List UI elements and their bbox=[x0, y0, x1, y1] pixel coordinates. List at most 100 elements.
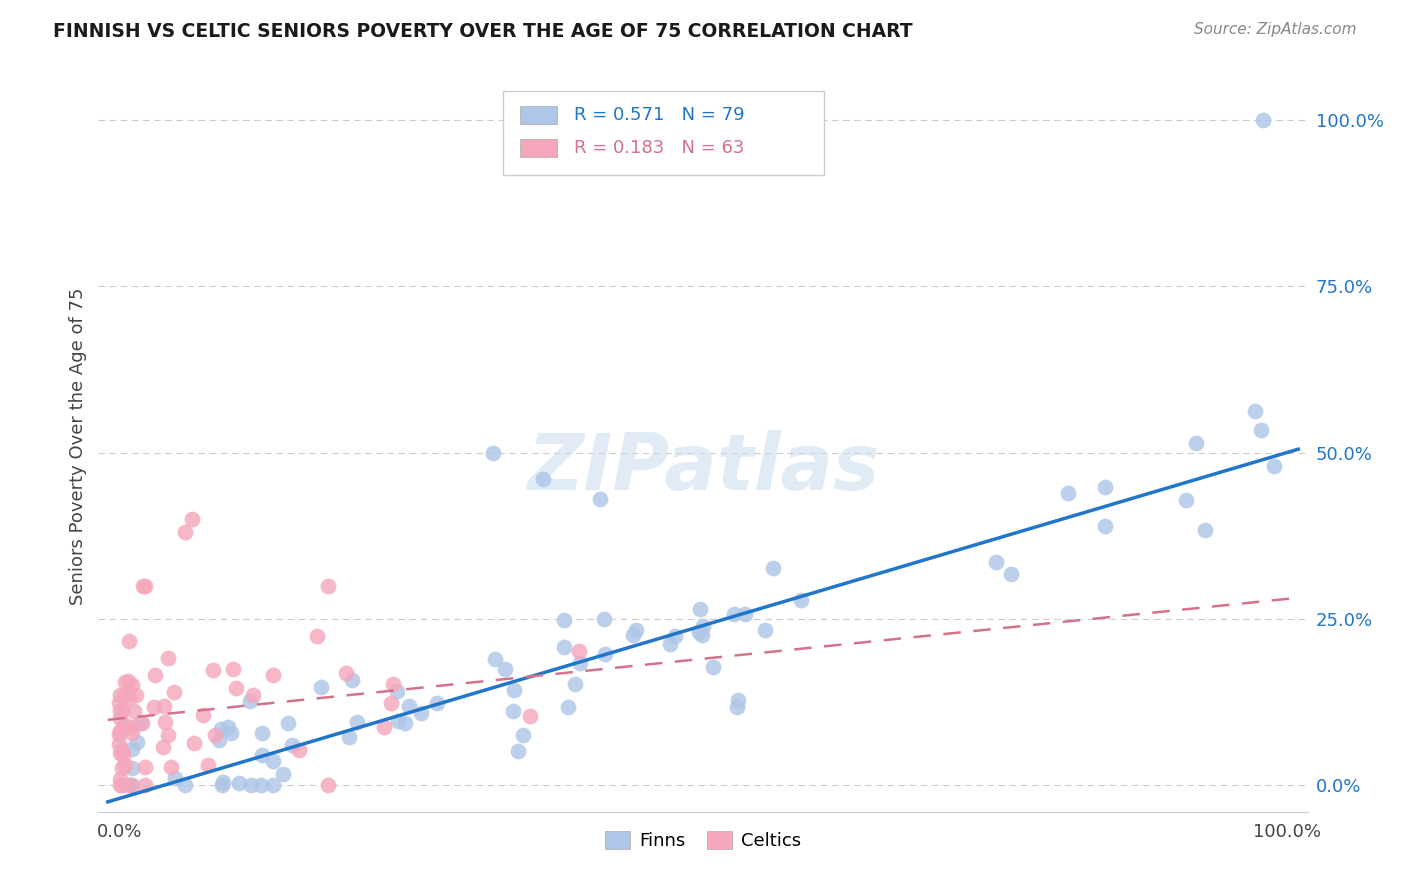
Point bbox=[121, 742, 143, 756]
Point bbox=[108, 778, 131, 792]
Point bbox=[271, 766, 294, 780]
Point bbox=[108, 696, 131, 710]
Point bbox=[1185, 436, 1208, 450]
Bar bbox=[520, 139, 557, 158]
Point bbox=[1250, 423, 1272, 437]
Point bbox=[335, 666, 357, 681]
Point bbox=[288, 743, 311, 757]
Point bbox=[108, 737, 131, 751]
Point bbox=[160, 760, 183, 774]
Point bbox=[689, 602, 711, 616]
Point bbox=[373, 720, 395, 734]
Point bbox=[118, 634, 141, 648]
Point bbox=[690, 628, 713, 642]
Point bbox=[110, 772, 132, 786]
Point bbox=[692, 619, 714, 633]
Point bbox=[568, 644, 591, 658]
Point bbox=[174, 525, 197, 540]
Point bbox=[382, 676, 405, 690]
Point bbox=[217, 720, 239, 734]
Point bbox=[153, 715, 176, 730]
Point bbox=[723, 607, 745, 621]
Point bbox=[734, 607, 756, 621]
Point bbox=[688, 624, 710, 639]
Point bbox=[593, 647, 616, 661]
Point bbox=[508, 744, 530, 758]
Point bbox=[221, 663, 243, 677]
Point bbox=[1194, 524, 1216, 538]
Point bbox=[519, 709, 541, 723]
Point bbox=[204, 728, 226, 742]
Point bbox=[174, 778, 197, 792]
Point bbox=[193, 707, 215, 722]
Point bbox=[219, 726, 242, 740]
Point bbox=[411, 706, 433, 721]
Point bbox=[125, 735, 148, 749]
Point bbox=[114, 675, 136, 690]
Point bbox=[225, 681, 247, 696]
Point bbox=[484, 651, 506, 665]
Point bbox=[262, 668, 284, 682]
Point bbox=[108, 727, 131, 741]
Point bbox=[120, 721, 142, 735]
Point bbox=[502, 704, 524, 718]
Point bbox=[209, 723, 232, 737]
Point bbox=[156, 728, 179, 742]
Text: Source: ZipAtlas.com: Source: ZipAtlas.com bbox=[1194, 22, 1357, 37]
Point bbox=[111, 743, 134, 757]
Point bbox=[1251, 113, 1274, 128]
Point bbox=[108, 723, 131, 738]
Text: R = 0.571   N = 79: R = 0.571 N = 79 bbox=[574, 105, 744, 124]
Point bbox=[162, 684, 184, 698]
Point bbox=[134, 778, 156, 792]
Point bbox=[239, 694, 262, 708]
Point bbox=[281, 738, 304, 752]
Point bbox=[202, 663, 225, 677]
Point bbox=[111, 761, 134, 775]
Point bbox=[108, 710, 131, 724]
Point bbox=[589, 492, 612, 507]
Point bbox=[481, 445, 503, 459]
Point bbox=[122, 704, 145, 718]
Point bbox=[394, 716, 416, 731]
Point bbox=[494, 662, 516, 676]
Point bbox=[339, 730, 361, 744]
Point bbox=[183, 736, 205, 750]
Point bbox=[250, 778, 273, 792]
Point bbox=[228, 776, 250, 790]
Point bbox=[309, 681, 332, 695]
Point bbox=[250, 725, 273, 739]
Point bbox=[727, 692, 749, 706]
Point bbox=[156, 650, 179, 665]
Point bbox=[153, 698, 176, 713]
Point bbox=[624, 623, 647, 637]
Point bbox=[252, 748, 274, 763]
Point bbox=[398, 698, 420, 713]
Point bbox=[553, 613, 575, 627]
Point bbox=[108, 688, 131, 702]
Point bbox=[212, 774, 235, 789]
Point bbox=[117, 674, 139, 689]
Point bbox=[163, 771, 186, 785]
Point bbox=[789, 593, 811, 607]
Point bbox=[1094, 480, 1116, 494]
Point bbox=[621, 628, 644, 642]
Point bbox=[307, 629, 329, 643]
Point bbox=[512, 728, 534, 742]
Point bbox=[1263, 458, 1285, 473]
Point bbox=[593, 612, 616, 626]
Point bbox=[239, 778, 262, 792]
Point bbox=[121, 726, 143, 740]
Point bbox=[117, 778, 139, 792]
Point bbox=[112, 689, 135, 703]
Point bbox=[142, 700, 165, 714]
Text: R = 0.183   N = 63: R = 0.183 N = 63 bbox=[574, 139, 744, 157]
Point bbox=[277, 716, 299, 731]
Point bbox=[121, 778, 143, 792]
Point bbox=[208, 732, 231, 747]
Point bbox=[346, 715, 368, 730]
Point bbox=[134, 579, 156, 593]
Point bbox=[114, 718, 136, 732]
Point bbox=[426, 696, 449, 710]
Legend: Finns, Celtics: Finns, Celtics bbox=[598, 823, 808, 857]
